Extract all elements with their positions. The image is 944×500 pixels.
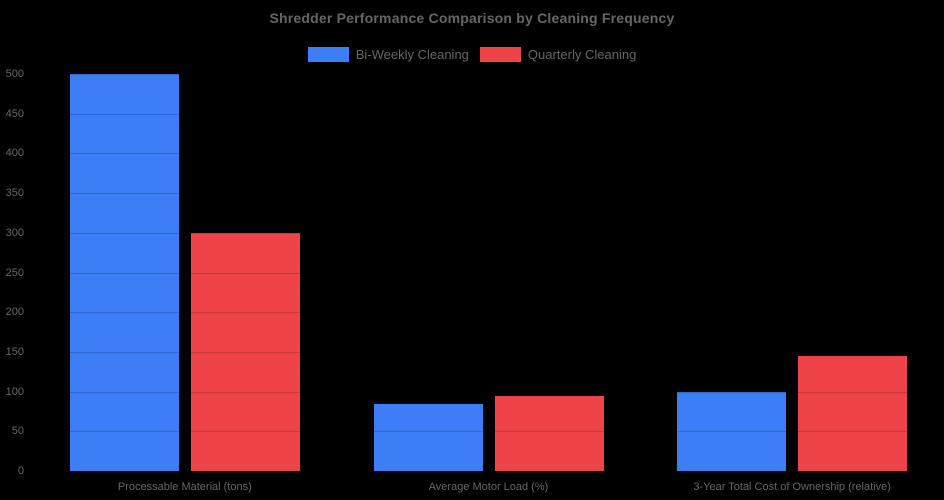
- legend-swatch-icon: [307, 47, 349, 62]
- legend-label: Quarterly Cleaning: [527, 47, 637, 62]
- gridline: [33, 272, 944, 274]
- y-tick-label: 200: [5, 306, 24, 319]
- gridline: [33, 431, 944, 433]
- legend-label: Bi-Weekly Cleaning: [355, 47, 469, 62]
- chart-title: Shredder Performance Comparison by Clean…: [269, 10, 675, 26]
- y-tick-label: 100: [5, 385, 24, 398]
- x-category-label: Average Motor Load (%): [428, 481, 549, 493]
- gridline: [33, 312, 944, 314]
- bar-bi-weekly-cleaning-average-motor-load[interactable]: [373, 403, 483, 471]
- y-tick-label: 0: [17, 465, 24, 477]
- x-category-label: Processable Material (tons): [117, 481, 252, 493]
- legend: Bi-Weekly Cleaning Quarterly Cleaning: [0, 47, 944, 62]
- legend-swatch-icon: [479, 47, 521, 62]
- gridline: [33, 113, 944, 115]
- bar-quarterly-cleaning-average-motor-load[interactable]: [494, 395, 604, 471]
- y-tick-label: 300: [5, 226, 24, 239]
- gridline: [33, 391, 944, 393]
- gridline: [33, 351, 944, 353]
- gridline: [33, 74, 944, 75]
- y-tick-label: 450: [5, 107, 24, 120]
- legend-item-quarterly-cleaning[interactable]: Quarterly Cleaning: [479, 47, 637, 62]
- x-category-label: 3-Year Total Cost of Ownership (relative…: [693, 481, 891, 493]
- gridline: [33, 153, 944, 155]
- gridline: [33, 471, 944, 472]
- bar-bi-weekly-cleaning-processable-material-tons[interactable]: [69, 74, 179, 471]
- y-tick-label: 150: [5, 345, 24, 358]
- y-tick-label: 400: [5, 147, 24, 160]
- legend-item-bi-weekly-cleaning[interactable]: Bi-Weekly Cleaning: [307, 47, 469, 62]
- bar-quarterly-cleaning-3-year-total-cost-of-ownership-relative[interactable]: [798, 355, 908, 471]
- y-tick-label: 250: [5, 266, 24, 279]
- bar-bi-weekly-cleaning-3-year-total-cost-of-ownership-relative[interactable]: [677, 391, 787, 471]
- gridline: [33, 232, 944, 234]
- y-tick-label: 500: [5, 68, 24, 80]
- bar-quarterly-cleaning-processable-material-tons[interactable]: [190, 232, 300, 471]
- y-tick-label: 350: [5, 187, 24, 200]
- y-tick-label: 50: [11, 425, 24, 438]
- gridline: [33, 193, 944, 195]
